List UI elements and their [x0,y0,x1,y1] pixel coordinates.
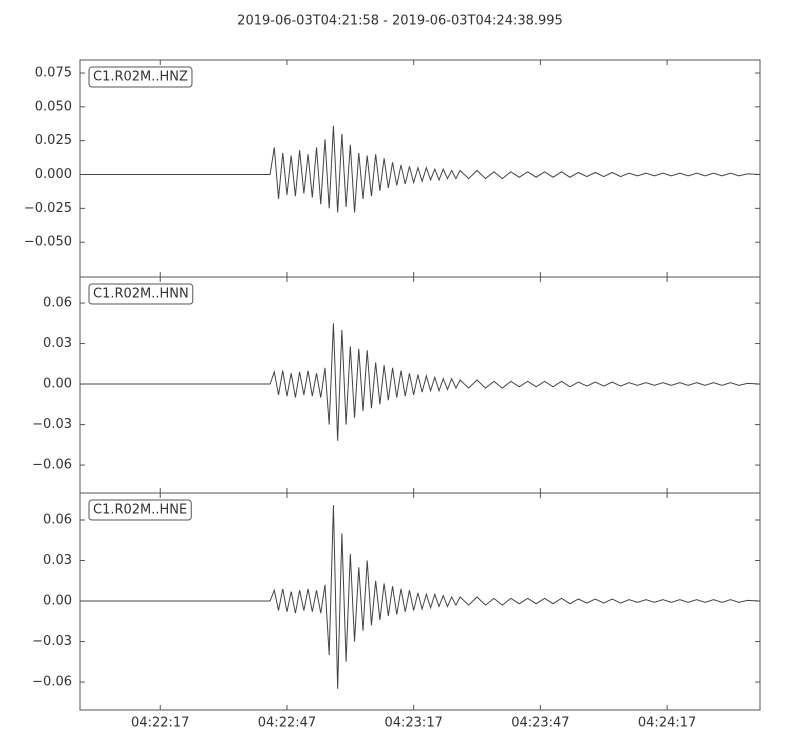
y-tick-label: 0.00 [43,594,72,609]
trace-label-box [88,499,192,521]
y-tick-label: 0.03 [43,553,72,568]
trace-label-box [88,66,193,88]
y-tick-label: 0.06 [43,296,72,311]
waveform [80,323,761,441]
y-tick-label: −0.03 [32,417,72,432]
y-tick-label: −0.06 [32,458,72,473]
y-tick-label: 0.075 [35,65,72,80]
y-tick-label: 0.03 [43,336,72,351]
y-tick-label: 0.050 [35,99,72,114]
y-tick-label: −0.03 [32,634,72,649]
y-tick-label: 0.00 [43,377,72,392]
x-tick-label: 04:23:17 [384,716,442,731]
trace-label: C1.R02M..HNN [93,287,189,302]
trace-label: C1.R02M..HNE [93,503,187,518]
y-tick-label: 0.000 [35,167,72,182]
y-tick-label: −0.050 [24,235,72,250]
trace-label-box [88,283,194,305]
y-tick-label: 0.06 [43,513,72,528]
y-tick-label: −0.06 [32,675,72,690]
x-tick-label: 04:22:17 [131,716,189,731]
waveform [80,125,761,213]
trace-label: C1.R02M..HNZ [93,70,188,85]
y-tick-label: 0.025 [35,133,72,148]
chart-title: 2019-06-03T04:21:58 - 2019-06-03T04:24:3… [237,14,563,29]
x-tick-label: 04:23:47 [511,716,569,731]
panel-frame [79,492,761,711]
panel-frame [79,59,761,278]
waveform [80,505,761,689]
y-tick-label: −0.025 [24,201,72,216]
x-tick-label: 04:22:47 [258,716,316,731]
x-tick-label: 04:24:17 [638,716,696,731]
